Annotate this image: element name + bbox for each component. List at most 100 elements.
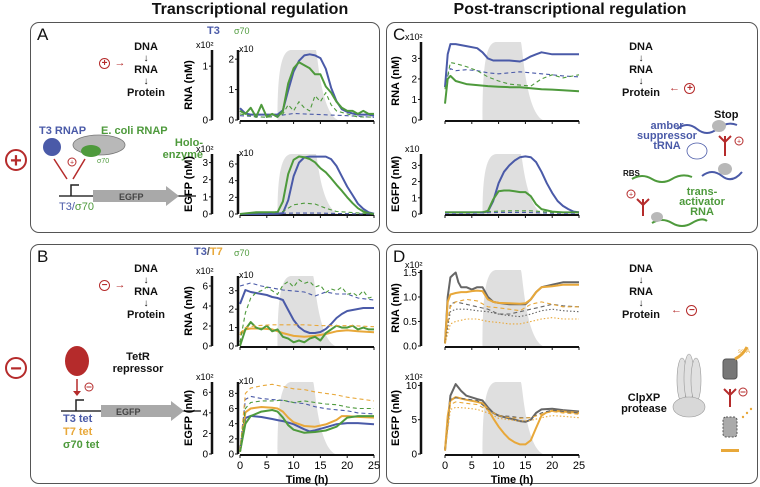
series-line-t3-active bbox=[444, 43, 579, 88]
central-dogma-flow: DNA ↓ RNA ↓ Protein bbox=[116, 41, 176, 100]
inducer-pulse-area bbox=[277, 50, 338, 120]
clpxp-label: ClpXP protease bbox=[619, 393, 669, 415]
arrow-down-icon: ↓ bbox=[638, 275, 644, 286]
svg-text:+: + bbox=[70, 160, 74, 167]
panel-letter: C bbox=[393, 25, 406, 44]
legend-t3: T3 bbox=[207, 25, 220, 37]
central-dogma-flow: DNA ↓ RNA ↓ Protein bbox=[116, 263, 176, 322]
y-tick-label: 1 bbox=[228, 323, 234, 334]
series-line-t7-control bbox=[239, 383, 375, 451]
clpxp-label-1: ClpXP bbox=[627, 392, 661, 404]
dna-label: DNA bbox=[134, 41, 158, 53]
dna-label: DNA bbox=[629, 263, 653, 275]
y-tick-label: 2 bbox=[228, 305, 234, 316]
promoter-arrow-icon bbox=[75, 399, 84, 411]
y-tick-label: 1.0 bbox=[403, 292, 417, 303]
activation-marker: + → bbox=[99, 53, 125, 71]
y-tick-label: 2 bbox=[411, 74, 417, 85]
trans-activator-label: trans- activator RNA bbox=[672, 187, 732, 218]
y-tick-label: 2 bbox=[202, 429, 208, 440]
dna-label: DNA bbox=[629, 41, 653, 53]
y-multiplier-left: x10² bbox=[196, 266, 214, 276]
series-line-gray-dotted bbox=[444, 308, 580, 344]
plus-icon bbox=[626, 189, 636, 199]
series-line-t3-control bbox=[239, 212, 375, 215]
x-tick-label: 5 bbox=[469, 460, 475, 472]
svg-text:+: + bbox=[629, 192, 633, 199]
y-tick-label: 0 bbox=[202, 210, 208, 221]
y-tick-label: 0 bbox=[411, 450, 417, 461]
translation-diagram: + + bbox=[626, 120, 744, 227]
inducer-pulse-area bbox=[277, 382, 336, 454]
y-tick-label: 4 bbox=[202, 408, 208, 419]
series-line-orange-dashed bbox=[444, 401, 580, 451]
series-line-orange-dotted bbox=[444, 406, 580, 451]
header-post-transcriptional: Post-transcriptional regulation bbox=[453, 1, 687, 18]
ribosome-icon bbox=[712, 120, 726, 132]
protein-label: Protein bbox=[127, 309, 165, 321]
positive-regulation-icon: + bbox=[5, 149, 27, 171]
y-multiplier-right: x10 bbox=[239, 270, 254, 280]
activation-marker: ← + bbox=[669, 78, 696, 96]
clpxp-label-2: protease bbox=[621, 403, 667, 415]
y-tick-label: 1 bbox=[228, 85, 234, 96]
repression-marker: − → bbox=[99, 275, 125, 293]
series-line-t3-control bbox=[239, 395, 375, 449]
x-tick-label: 5 bbox=[264, 460, 270, 472]
x-tick-label: 10 bbox=[492, 460, 504, 472]
y-axis-label: RNA (nM) bbox=[183, 60, 195, 110]
y-tick-label: 0 bbox=[202, 342, 208, 353]
arrow-down-icon: ↓ bbox=[638, 53, 644, 64]
transcription-diagram: + EGFP σ70 bbox=[43, 134, 196, 206]
series-line-t7-active bbox=[239, 406, 375, 452]
series-line-t3-control bbox=[445, 211, 579, 214]
repression-diagram: EGFP bbox=[61, 346, 201, 421]
chart-b-rna: RNA (nM) 0 2 4 6 x10² 0 1 2 3 x10 bbox=[183, 266, 375, 353]
legend-sigma70: σ70 bbox=[234, 26, 250, 36]
series-line--70-control bbox=[444, 61, 580, 90]
y-tick-label: 5 bbox=[411, 415, 417, 426]
minus-icon bbox=[84, 382, 94, 392]
series-line-orange-active bbox=[444, 283, 579, 344]
y-axis-label: RNA (nM) bbox=[390, 56, 402, 106]
panel-letter: D bbox=[393, 247, 406, 266]
y-tick-label: 3 bbox=[411, 161, 417, 172]
promoter-labels: T3 tet T7 tet σ70 tet bbox=[63, 413, 99, 452]
series-line--70-active bbox=[239, 155, 375, 215]
inducer-pulse-area bbox=[482, 42, 543, 120]
ribosome-icon bbox=[651, 212, 663, 222]
y-tick-label: 0.0 bbox=[403, 342, 417, 353]
y-multiplier-left: x10² bbox=[196, 144, 214, 154]
egfp-gene-label: EGFP bbox=[119, 192, 144, 202]
x-axis-label: Time (h) bbox=[491, 474, 534, 486]
x-tick-label: 0 bbox=[442, 460, 448, 472]
y-tick-label: 0 bbox=[202, 116, 208, 127]
series-line-gray-dashed bbox=[444, 397, 580, 451]
x-tick-label: 25 bbox=[573, 460, 585, 472]
y-axis-label: EGFP (nM) bbox=[183, 156, 195, 212]
y-tick-label: 6 bbox=[228, 404, 234, 415]
ecoli-rnap-label: E. coli RNAP bbox=[101, 125, 168, 137]
svg-text:+: + bbox=[737, 139, 741, 146]
x-tick-label: 25 bbox=[368, 460, 380, 472]
x-axis-label: Time (h) bbox=[286, 474, 329, 486]
y-multiplier-left: x10² bbox=[405, 372, 423, 382]
y-tick-label: 0.5 bbox=[403, 317, 417, 328]
y-multiplier-left: x10² bbox=[196, 40, 214, 50]
arrow-down-icon: ↓ bbox=[143, 53, 149, 64]
x-tick-label: 20 bbox=[546, 460, 558, 472]
x-tick-label: 15 bbox=[314, 460, 326, 472]
arrow-down-icon: ↓ bbox=[143, 275, 149, 286]
negative-regulation-icon: − bbox=[5, 357, 27, 379]
y-multiplier-left: x10² bbox=[405, 260, 423, 270]
clpxp-protease-icon bbox=[672, 353, 706, 418]
series-line--70-active bbox=[444, 74, 580, 104]
mrna-strand bbox=[676, 122, 738, 134]
tetr-repressor-icon bbox=[65, 346, 89, 376]
promoter-arrow-icon bbox=[70, 184, 79, 196]
x-tick-label: 0 bbox=[237, 460, 243, 472]
y-axis-label: EGFP (nM) bbox=[390, 156, 402, 212]
central-dogma-flow: DNA ↓ RNA ↓ Protein bbox=[611, 41, 671, 100]
